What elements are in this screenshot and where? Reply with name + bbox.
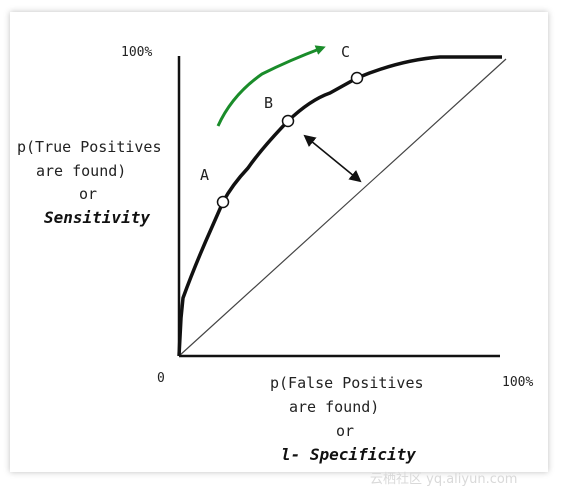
point-c-marker [352, 73, 363, 84]
watermark: 云栖社区 yq.aliyun.com [370, 471, 517, 487]
point-a-marker [218, 197, 229, 208]
point-b-marker [283, 116, 294, 127]
x-title-line-2: are found) [289, 398, 379, 416]
y-title-emphasis: Sensitivity [44, 208, 150, 227]
y-axis-title: p(True Positives are found) or Sensitivi… [17, 138, 162, 227]
double-arrow-icon [305, 136, 360, 181]
x-title-line-1: p(False Positives [270, 374, 424, 392]
diagonal-line [179, 59, 506, 356]
y-title-line-2: are found) [36, 162, 126, 180]
x-title-emphasis: l- Specificity [281, 445, 416, 464]
origin-label: 0 [157, 371, 165, 386]
y-max-label: 100% [121, 45, 152, 60]
x-axis-title: p(False Positives are found) or l- Speci… [270, 374, 424, 464]
y-title-line-3: or [79, 185, 97, 203]
y-title-line-1: p(True Positives [17, 138, 162, 156]
x-max-label: 100% [502, 375, 533, 390]
point-c-label: C [341, 43, 350, 61]
green-arrow-icon [218, 48, 322, 126]
point-a-label: A [200, 166, 209, 184]
point-b-label: B [264, 94, 273, 112]
roc-curve [179, 57, 502, 356]
x-title-line-3: or [336, 422, 354, 440]
